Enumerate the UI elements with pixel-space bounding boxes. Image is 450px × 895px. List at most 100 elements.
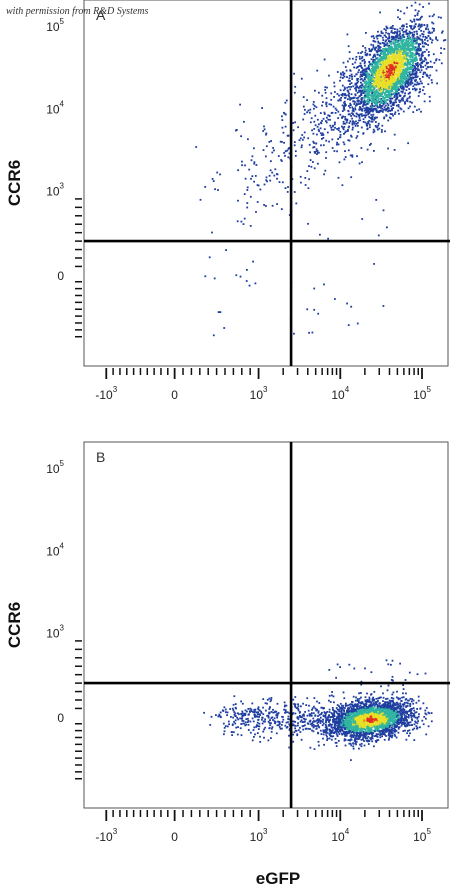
event-dot [293, 191, 296, 193]
event-dot [391, 90, 394, 93]
event-dot [365, 72, 368, 75]
event-dot [408, 41, 411, 44]
event-dot [409, 60, 412, 63]
event-dot [344, 156, 347, 158]
event-dot [426, 75, 429, 78]
event-dot [401, 76, 403, 79]
event-dot [415, 70, 418, 73]
event-dot [414, 40, 417, 42]
event-dot [256, 184, 259, 186]
event-dot [371, 79, 374, 82]
event-dot [436, 39, 439, 42]
event-dot [419, 34, 422, 37]
event-dot [337, 143, 340, 146]
event-dot [409, 65, 412, 68]
event-dot [254, 175, 257, 177]
event-dot [384, 130, 386, 133]
event-dot [312, 721, 314, 724]
event-dot [382, 65, 385, 68]
event-dot [405, 49, 408, 52]
event-dot [382, 100, 385, 102]
event-dot [378, 49, 381, 52]
event-dot [348, 57, 351, 60]
event-dot [351, 63, 354, 65]
event-dot [270, 722, 272, 725]
event-dot [341, 92, 344, 95]
event-dot [402, 69, 404, 72]
event-dot [402, 56, 404, 58]
plot-frame [83, 441, 449, 809]
event-dot [375, 85, 378, 88]
event-dot [371, 115, 374, 118]
event-dot [420, 58, 423, 61]
event-dot [349, 102, 352, 105]
event-dot [396, 30, 399, 33]
event-dot [292, 733, 294, 736]
event-dot [284, 113, 287, 116]
event-dot [361, 50, 364, 53]
event-dot [413, 25, 416, 28]
event-dot [383, 45, 386, 47]
event-dot [397, 59, 400, 62]
event-dot [379, 89, 382, 91]
event-dot [390, 55, 393, 58]
event-dot [403, 56, 405, 59]
event-dot [372, 44, 375, 47]
event-dot [325, 731, 327, 734]
event-dot [400, 51, 403, 53]
event-dot [415, 64, 418, 67]
event-dot [378, 59, 381, 62]
event-dot [272, 711, 275, 714]
event-dot [399, 37, 402, 40]
event-dot [395, 709, 398, 711]
event-dot [234, 712, 237, 715]
event-dot [301, 144, 303, 147]
event-dot [342, 105, 345, 108]
event-dot [370, 43, 373, 46]
event-dot [420, 110, 422, 113]
event-dot [352, 126, 354, 129]
event-dot [389, 69, 391, 72]
event-dot [240, 220, 243, 223]
event-dot [370, 72, 373, 75]
event-dot [408, 68, 411, 71]
event-dot [325, 121, 328, 124]
event-dot [357, 96, 360, 99]
event-dot [415, 71, 418, 74]
event-dot [390, 27, 393, 30]
event-dot [424, 50, 426, 53]
event-dot [398, 68, 401, 71]
event-dot [383, 53, 386, 56]
event-dot [317, 715, 319, 717]
event-dot [377, 88, 380, 91]
event-dot [232, 731, 235, 734]
event-dot [348, 105, 350, 107]
event-dot [401, 719, 403, 722]
event-dot [258, 725, 261, 728]
event-dot [395, 55, 398, 58]
event-dot [394, 704, 397, 707]
event-dot [380, 101, 382, 104]
event-dot [402, 48, 405, 51]
event-dot [347, 324, 350, 326]
event-dot [393, 67, 396, 70]
event-dot [399, 58, 401, 61]
event-dot [237, 199, 239, 202]
event-dot [361, 161, 363, 164]
event-dot [395, 91, 397, 93]
event-dot [316, 69, 319, 72]
event-dot [409, 50, 411, 53]
event-dot [253, 736, 255, 738]
event-dot [342, 73, 345, 75]
event-dot [408, 63, 410, 66]
event-dot [384, 40, 387, 43]
event-dot [377, 234, 380, 237]
event-dot [315, 150, 318, 153]
event-dot [395, 104, 398, 107]
event-dot [393, 44, 396, 47]
event-dot [420, 66, 422, 68]
event-dot [388, 730, 391, 733]
event-dot [344, 118, 347, 121]
event-dot [390, 79, 392, 82]
event-dot [370, 76, 372, 79]
